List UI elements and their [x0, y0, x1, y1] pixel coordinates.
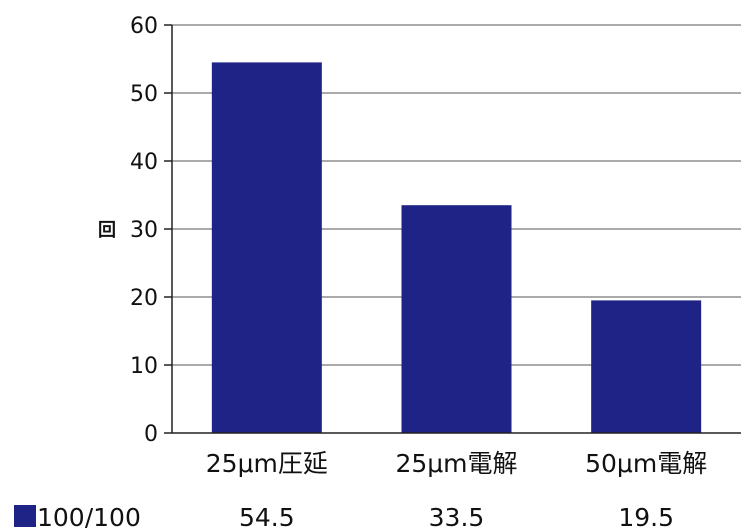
bar [591, 300, 702, 433]
y-tick-label: 20 [130, 286, 158, 311]
y-tick-label: 60 [130, 14, 158, 39]
category-label: 25μm電解 [395, 449, 517, 478]
bar [401, 205, 512, 433]
category-labels: 25μm圧延 25μm電解 50μm電解 [206, 449, 707, 478]
y-tick-label: 10 [130, 354, 158, 379]
y-tick-labels: 0 10 20 30 40 50 60 [130, 14, 158, 447]
y-tick-label: 40 [130, 150, 158, 175]
value-label: 19.5 [618, 503, 674, 528]
y-tick-label: 0 [144, 422, 158, 447]
value-label: 54.5 [239, 503, 295, 528]
axes [171, 25, 741, 434]
category-label: 50μm電解 [585, 449, 707, 478]
data-table: 100/100 54.5 33.5 19.5 [14, 503, 674, 528]
y-axis-label: 回 [98, 220, 116, 241]
bar [211, 62, 322, 434]
y-tick-label: 50 [130, 82, 158, 107]
category-label: 25μm圧延 [206, 449, 328, 478]
legend-swatch [14, 505, 36, 527]
value-label: 33.5 [429, 503, 485, 528]
legend-label: 100/100 [37, 503, 141, 528]
y-tick-label: 30 [130, 218, 158, 243]
bars [211, 62, 702, 434]
